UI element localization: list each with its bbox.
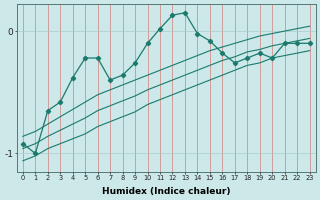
X-axis label: Humidex (Indice chaleur): Humidex (Indice chaleur) [102,187,230,196]
